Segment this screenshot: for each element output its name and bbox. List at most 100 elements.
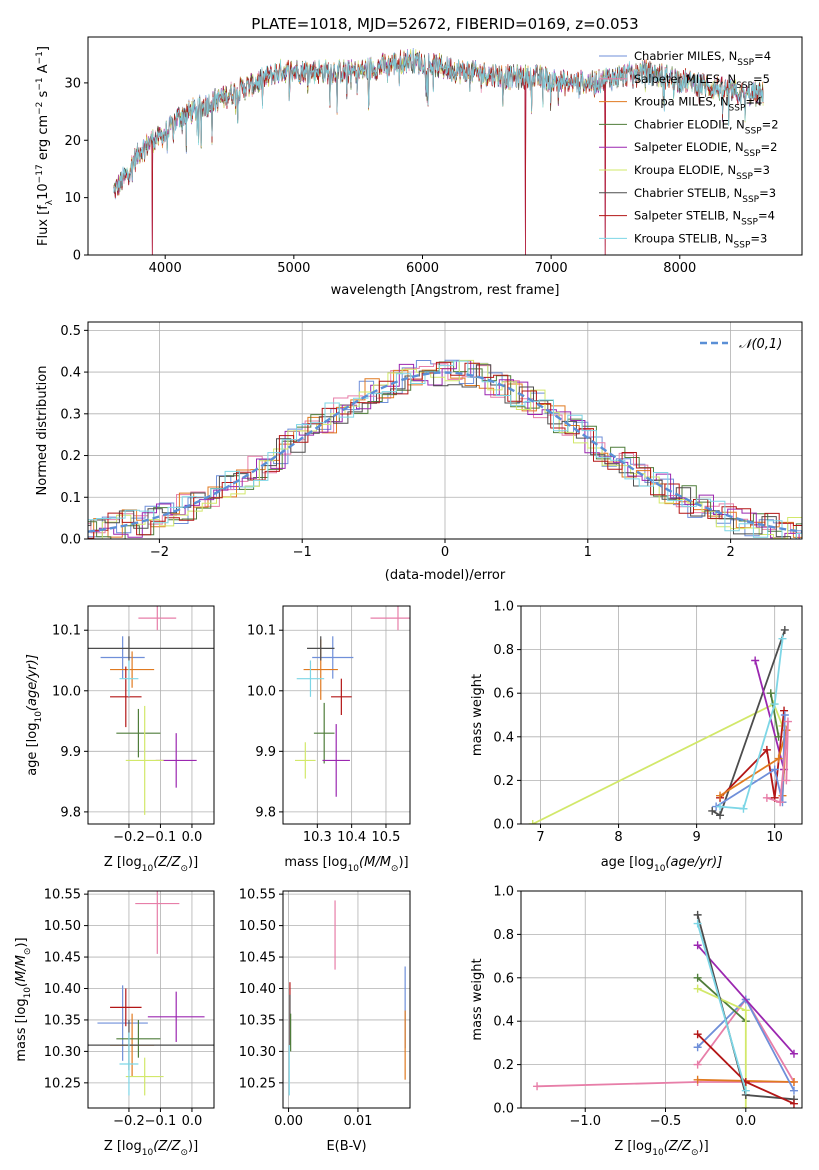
age-z-panel: −0.2 −0.1 0.09.89.910.010.1Z [log10(Z/Z⊙)]… bbox=[25, 605, 215, 874]
weight-age-panel-marks bbox=[528, 625, 792, 824]
spectrum-ylabel-part: Flux [f bbox=[36, 205, 51, 246]
spectrum-ylabel-part: −2 bbox=[35, 102, 45, 115]
age-mass-panel-xlabel-part: mass [log bbox=[284, 855, 347, 870]
x-tick-label: −0.5 bbox=[650, 1114, 682, 1129]
spectrum-ylabel-part: ] bbox=[36, 46, 51, 51]
legend-entry-part: Chabrier ELODIE, N bbox=[634, 117, 745, 131]
weight-marker-kroupa-stelib bbox=[741, 1086, 750, 1095]
spectrum-xlabel: wavelength [Angstrom, rest frame] bbox=[331, 283, 560, 298]
weight-age-panel-ylabel: mass weight bbox=[470, 674, 485, 756]
legend-entry-part: SSP bbox=[736, 172, 753, 182]
mass-z-panel-ylabel-part: 10 bbox=[23, 987, 33, 999]
age-z-panel-xlabel-part: Z [log bbox=[104, 855, 142, 870]
y-tick-label: 9.9 bbox=[255, 745, 276, 760]
legend-entry-part: =2 bbox=[762, 117, 779, 131]
legend-entry-part: =2 bbox=[761, 140, 778, 154]
x-tick-label: −2 bbox=[150, 545, 169, 560]
y-tick-label: 20 bbox=[64, 134, 81, 149]
mass-z-panel-xlabel-part: )] bbox=[188, 1139, 198, 1154]
y-tick-label: 10.1 bbox=[247, 624, 276, 639]
y-tick-label: 0.4 bbox=[60, 366, 81, 381]
weight-z-panel-marks bbox=[533, 910, 798, 1108]
weight-marker-kroupa-stelib bbox=[716, 802, 725, 811]
y-tick-label: 10.30 bbox=[44, 1045, 81, 1060]
y-tick-label: 10.1 bbox=[52, 624, 81, 639]
y-tick-label: 1.0 bbox=[493, 600, 514, 615]
y-tick-label: 0.8 bbox=[493, 928, 514, 943]
weight-marker-chabrier-miles bbox=[780, 711, 789, 719]
residual-hist-kroupa-stelib bbox=[88, 360, 802, 539]
axes-frame bbox=[282, 890, 411, 1109]
weight-marker-chabrier-miles bbox=[789, 1086, 798, 1095]
mass-z-panel-ylabel: mass [log10(M/M⊙)] bbox=[14, 937, 33, 1061]
weight-marker-kroupa-miles bbox=[716, 791, 725, 800]
figure-title: PLATE=1018, MJD=52672, FIBERID=0169, z=0… bbox=[251, 15, 638, 33]
legend-entry-part: Salpeter MILES, N bbox=[634, 72, 736, 86]
x-tick-label: 10.5 bbox=[371, 830, 400, 845]
spectrum-ylabel-part: −1 bbox=[35, 77, 45, 90]
weight-marker-kroupa-elodie bbox=[693, 984, 702, 993]
age-z-panel-ylabel-part: 10 bbox=[34, 711, 44, 723]
spectrum-ylabel-part: erg cm bbox=[36, 115, 51, 164]
mass-z-panel-xlabel-part: 10 bbox=[142, 1148, 154, 1158]
spectrum-ylabel-part: λ bbox=[45, 199, 55, 205]
y-tick-label: 0.4 bbox=[493, 1015, 514, 1030]
weight-marker-kroupa-miles bbox=[774, 754, 783, 763]
weight-z-panel: −1.0 −0.5 0.0 0.0 0.2 0.4 0.6 0.8 1.0 Z [log10(Z/… bbox=[470, 885, 803, 1158]
x-tick-label: 7000 bbox=[535, 261, 568, 276]
weight-marker-salpeter-miles bbox=[776, 798, 785, 807]
legend-entry-part: SSP bbox=[745, 126, 762, 136]
age-mass-panel-xlabel-part: ⊙ bbox=[391, 864, 399, 874]
axes-frame bbox=[282, 605, 411, 825]
weight-marker-salpeter-miles bbox=[783, 717, 792, 726]
y-tick-label: 10.30 bbox=[239, 1045, 276, 1060]
y-tick-label: 0.6 bbox=[493, 971, 514, 986]
spectrum-lines bbox=[113, 47, 764, 255]
legend-entry-part: Salpeter ELODIE, N bbox=[634, 140, 744, 154]
residual-ylabel: Normed distribution bbox=[35, 366, 50, 496]
mass-z-panel-xlabel-part: (Z/Z bbox=[153, 1139, 181, 1154]
residual-panel: −2 −1 0 1 2 0.0 0.1 0.2 0.3 0.4 0.5 𝒩(0,1) (data-mod… bbox=[35, 321, 803, 583]
weight-age-panel-xlabel: age [log10(age/yr)] bbox=[601, 855, 723, 874]
y-tick-label: 10.45 bbox=[239, 951, 276, 966]
x-tick-label: 0.0 bbox=[182, 1114, 203, 1129]
legend-entry-part: Kroupa STELIB, N bbox=[634, 231, 734, 245]
spectrum-panel: 4000 5000 6000 7000 8000 0 10 20 30 wavelength [A… bbox=[35, 36, 803, 298]
x-tick-label: 7 bbox=[536, 830, 544, 845]
spectrum-legend: Chabrier MILES, NSSP=4 Salpeter MILES, N S… bbox=[599, 49, 779, 250]
axes-frame bbox=[87, 890, 215, 1109]
residual-hist-chabrier-elodie bbox=[88, 361, 802, 539]
mass-ebv-panel-xlabel: E(B-V) bbox=[326, 1139, 366, 1154]
weight-marker-kroupa-stelib bbox=[693, 919, 702, 928]
legend-entry: Chabrier MILES, NSSP=4 bbox=[634, 49, 771, 68]
x-tick-label: −0.1 bbox=[145, 830, 177, 845]
y-tick-label: 1.0 bbox=[493, 885, 514, 900]
mass-z-panel-ylabel-part: (M/M bbox=[14, 955, 29, 987]
axes-frame bbox=[87, 321, 803, 540]
y-tick-label: 10.35 bbox=[44, 1013, 81, 1028]
weight-marker-chabrier-elodie bbox=[693, 973, 702, 982]
legend-entry: Salpeter ELODIE, NSSP=2 bbox=[634, 140, 777, 159]
spectrum-ylabel-part: s bbox=[36, 90, 51, 101]
x-tick-label: −0.1 bbox=[145, 1114, 177, 1129]
weight-z-panel-ylabel: mass weight bbox=[470, 958, 485, 1040]
axes-frame bbox=[520, 605, 803, 825]
weight-marker-salpeter-miles bbox=[762, 793, 771, 802]
weight-marker-chabrier-miles bbox=[693, 1043, 702, 1052]
x-tick-label: 8000 bbox=[663, 261, 696, 276]
y-tick-label: 0.4 bbox=[493, 730, 514, 745]
age-z-panel-xlabel-part: 10 bbox=[142, 864, 154, 874]
y-tick-label: 10.50 bbox=[44, 919, 81, 934]
y-tick-label: 0 bbox=[73, 249, 81, 264]
mass-z-panel-ylabel-part: )] bbox=[14, 937, 29, 947]
age-mass-panel-xlabel-part: (M/M bbox=[359, 855, 391, 870]
y-tick-label: 10.55 bbox=[44, 888, 81, 903]
spectrum-line-kroupa-stelib bbox=[113, 49, 764, 193]
legend-entry: Chabrier ELODIE, NSSP=2 bbox=[634, 117, 779, 136]
x-tick-label: 0.00 bbox=[274, 1114, 303, 1129]
weight-marker-chabrier-elodie bbox=[766, 689, 775, 698]
legend-entry-part: Salpeter STELIB, N bbox=[634, 209, 741, 223]
